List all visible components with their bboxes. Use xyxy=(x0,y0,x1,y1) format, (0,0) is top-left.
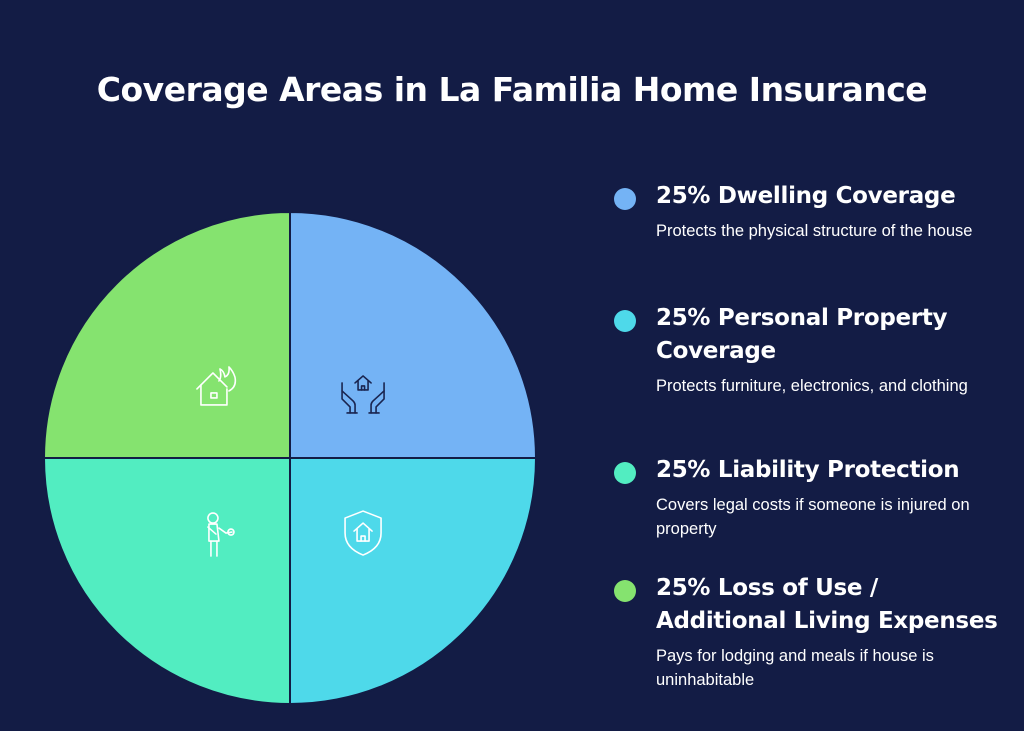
legend-item-dwelling: 25% Dwelling Coverage Protects the physi… xyxy=(614,180,972,243)
legend-label-loss-of-use: 25% Loss of Use / Additional Living Expe… xyxy=(656,575,998,634)
legend-dot-liability xyxy=(614,462,636,484)
pie-chart xyxy=(42,210,538,706)
legend-description-loss-of-use: Pays for lodging and meals if house is u… xyxy=(656,647,934,689)
hands-holding-house-icon xyxy=(341,375,385,414)
legend-dot-dwelling xyxy=(614,188,636,210)
legend-dot-loss-of-use xyxy=(614,580,636,602)
legend-item-liability: 25% Liability Protection Covers legal co… xyxy=(614,454,1004,541)
pie-slice-dwelling xyxy=(289,210,538,459)
legend-description-liability: Covers legal costs if someone is injured… xyxy=(656,496,970,538)
legend-label-personal-property: 25% Personal Property Coverage xyxy=(656,305,948,364)
legend-label-liability: 25% Liability Protection xyxy=(656,457,960,483)
legend-item-personal-property: 25% Personal Property Coverage Protects … xyxy=(614,302,1004,398)
injured-person-icon xyxy=(207,512,235,557)
pie-slice-personal-property xyxy=(289,457,538,706)
shield-house-icon xyxy=(344,510,382,556)
legend-label-dwelling: 25% Dwelling Coverage xyxy=(656,183,956,209)
pie-slice-liability xyxy=(42,457,291,706)
legend-description-dwelling: Protects the physical structure of the h… xyxy=(656,222,973,240)
page-title: Coverage Areas in La Familia Home Insura… xyxy=(96,70,928,109)
legend-description-personal-property: Protects furniture, electronics, and clo… xyxy=(656,377,968,395)
house-fire-icon xyxy=(196,366,237,406)
legend-item-loss-of-use: 25% Loss of Use / Additional Living Expe… xyxy=(614,572,1004,692)
legend-dot-personal-property xyxy=(614,310,636,332)
pie-slice-loss-of-use xyxy=(42,210,291,459)
